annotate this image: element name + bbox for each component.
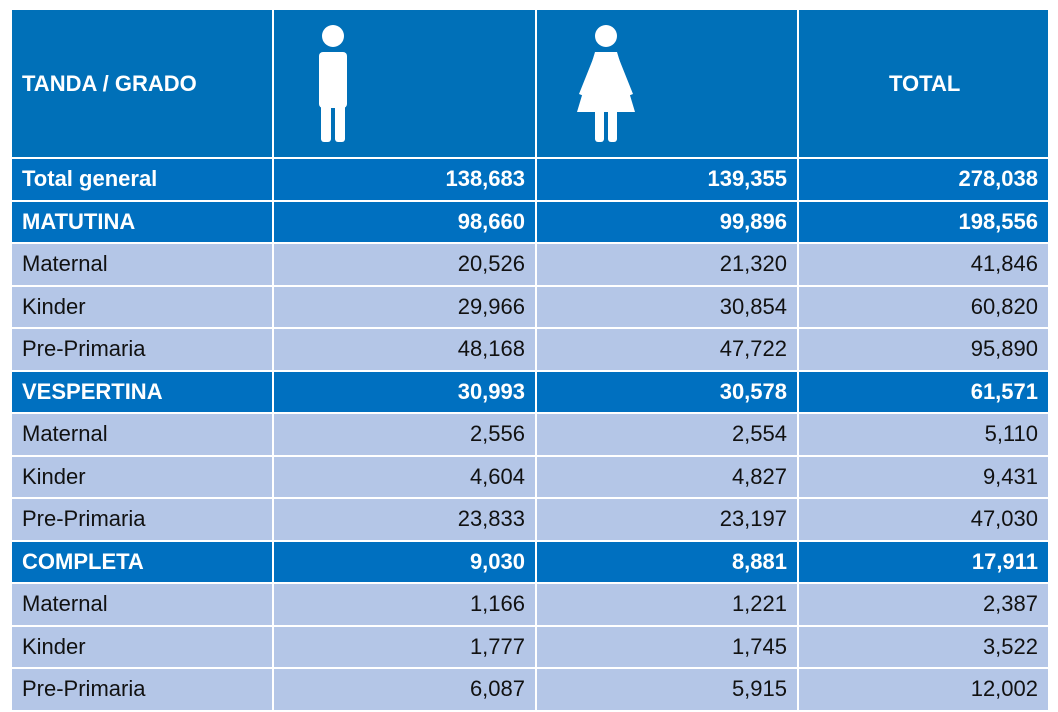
cell-value: 30,854 — [535, 284, 799, 329]
row-label: VESPERTINA — [10, 369, 274, 414]
female-icon — [577, 24, 635, 142]
cell-value: 20,526 — [272, 242, 537, 287]
header-row: TANDA / GRADO TOTAL — [10, 8, 1050, 159]
row-label: MATUTINA — [10, 199, 274, 244]
table-row: Pre-Primaria 48,168 47,722 95,890 — [10, 327, 1050, 372]
male-icon-cell — [272, 8, 537, 159]
table-row: COMPLETA 9,030 8,881 17,911 — [10, 539, 1050, 584]
cell-value: 4,827 — [535, 454, 799, 499]
table-row: Total general 138,683 139,355 278,038 — [10, 157, 1050, 202]
male-icon — [319, 24, 347, 142]
cell-value: 23,197 — [535, 497, 799, 542]
cell-value: 2,554 — [535, 412, 799, 457]
table-row: Maternal 1,166 1,221 2,387 — [10, 582, 1050, 627]
cell-value: 60,820 — [797, 284, 1050, 329]
cell-value: 41,846 — [797, 242, 1050, 287]
cell-value: 138,683 — [272, 157, 537, 202]
row-label: Maternal — [10, 412, 274, 457]
cell-value: 1,777 — [272, 624, 537, 669]
table-row: Kinder 4,604 4,827 9,431 — [10, 454, 1050, 499]
cell-value: 95,890 — [797, 327, 1050, 372]
cell-value: 9,030 — [272, 539, 537, 584]
cell-value: 98,660 — [272, 199, 537, 244]
cell-value: 5,915 — [535, 667, 799, 712]
row-label: Kinder — [10, 624, 274, 669]
row-label: COMPLETA — [10, 539, 274, 584]
cell-value: 2,556 — [272, 412, 537, 457]
header-cell: TOTAL — [797, 8, 1050, 159]
row-label: Kinder — [10, 454, 274, 499]
table-row: Maternal 2,556 2,554 5,110 — [10, 412, 1050, 457]
table-row: Pre-Primaria 6,087 5,915 12,002 — [10, 667, 1050, 712]
cell-value: 12,002 — [797, 667, 1050, 712]
row-label: Pre-Primaria — [10, 667, 274, 712]
table-row: Maternal 20,526 21,320 41,846 — [10, 242, 1050, 287]
female-icon-cell — [535, 8, 799, 159]
table-row: MATUTINA 98,660 99,896 198,556 — [10, 199, 1050, 244]
row-label: Pre-Primaria — [10, 327, 274, 372]
cell-value: 1,166 — [272, 582, 537, 627]
cell-value: 8,881 — [535, 539, 799, 584]
table-row: Kinder 29,966 30,854 60,820 — [10, 284, 1050, 329]
cell-value: 4,604 — [272, 454, 537, 499]
cell-value: 6,087 — [272, 667, 537, 712]
cell-value: 9,431 — [797, 454, 1050, 499]
data-table: TANDA / GRADO TOTAL T — [10, 8, 1050, 712]
cell-value: 30,993 — [272, 369, 537, 414]
cell-value: 278,038 — [797, 157, 1050, 202]
cell-value: 47,030 — [797, 497, 1050, 542]
cell-value: 139,355 — [535, 157, 799, 202]
row-label: Pre-Primaria — [10, 497, 274, 542]
cell-value: 17,911 — [797, 539, 1050, 584]
cell-value: 1,745 — [535, 624, 799, 669]
cell-value: 5,110 — [797, 412, 1050, 457]
cell-value: 29,966 — [272, 284, 537, 329]
cell-value: 198,556 — [797, 199, 1050, 244]
cell-value: 48,168 — [272, 327, 537, 372]
table-row: Pre-Primaria 23,833 23,197 47,030 — [10, 497, 1050, 542]
cell-value: 3,522 — [797, 624, 1050, 669]
cell-value: 99,896 — [535, 199, 799, 244]
row-label: Total general — [10, 157, 274, 202]
table-row: VESPERTINA 30,993 30,578 61,571 — [10, 369, 1050, 414]
cell-value: 30,578 — [535, 369, 799, 414]
cell-value: 47,722 — [535, 327, 799, 372]
row-label: Maternal — [10, 242, 274, 287]
cell-value: 21,320 — [535, 242, 799, 287]
table-body: Total general 138,683 139,355 278,038 MATUTI… — [10, 157, 1050, 712]
row-label: Kinder — [10, 284, 274, 329]
cell-value: 1,221 — [535, 582, 799, 627]
cell-value: 61,571 — [797, 369, 1050, 414]
row-label: Maternal — [10, 582, 274, 627]
header-cell: TANDA / GRADO — [10, 8, 274, 159]
cell-value: 23,833 — [272, 497, 537, 542]
cell-value: 2,387 — [797, 582, 1050, 627]
table-row: Kinder 1,777 1,745 3,522 — [10, 624, 1050, 669]
